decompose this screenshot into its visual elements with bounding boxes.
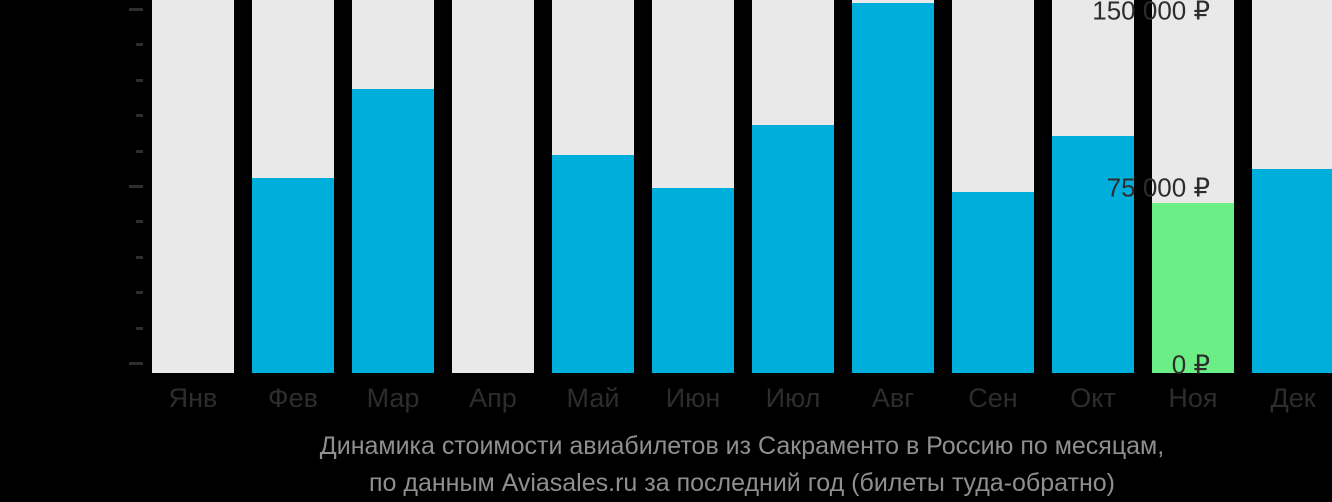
y-tick-minor xyxy=(136,255,143,259)
y-tick-minor xyxy=(136,326,143,330)
caption-line-2: по данным Aviasales.ru за последний год … xyxy=(369,469,1115,497)
bar xyxy=(752,124,834,373)
y-tick-minor xyxy=(136,291,143,295)
y-tick-major xyxy=(129,362,143,365)
y-tick-major xyxy=(129,185,143,188)
x-tick-label: Май xyxy=(566,383,620,413)
bar xyxy=(952,191,1034,373)
bar xyxy=(1252,169,1332,373)
x-tick-label: Авг xyxy=(871,383,915,413)
x-tick-label: Сен xyxy=(968,383,1018,413)
bar xyxy=(1052,136,1134,373)
y-tick-label: 150 000 ₽ xyxy=(1092,0,1210,26)
y-tick-major xyxy=(129,8,143,11)
bar xyxy=(352,89,434,373)
bar-placeholder xyxy=(452,0,534,373)
bar-highlight xyxy=(1152,202,1234,373)
bar xyxy=(852,3,934,373)
caption-line-1: Динамика стоимости авиабилетов из Сакрам… xyxy=(319,432,1165,460)
y-tick-minor xyxy=(136,149,143,153)
y-tick-label: 75 000 ₽ xyxy=(1106,172,1210,203)
x-tick-label: Мар xyxy=(366,383,420,413)
x-tick-label: Дек xyxy=(1270,383,1316,413)
bar-placeholder xyxy=(152,0,234,373)
y-tick-minor xyxy=(136,78,143,82)
y-tick-minor xyxy=(136,220,143,224)
x-tick-label: Ноя xyxy=(1168,383,1218,413)
y-tick-label: 0 ₽ xyxy=(1171,349,1210,380)
x-tick-label: Янв xyxy=(168,383,218,413)
x-tick-label: Июн xyxy=(665,383,721,413)
x-tick-label: Июл xyxy=(765,383,821,413)
x-tick-label: Фев xyxy=(268,383,318,413)
chart-caption: Динамика стоимости авиабилетов из Сакрам… xyxy=(152,428,1332,502)
x-tick-label: Окт xyxy=(1070,383,1116,413)
y-tick-minor xyxy=(136,43,143,47)
bar xyxy=(652,188,734,373)
bar xyxy=(552,155,634,373)
bar xyxy=(252,177,334,373)
x-tick-label: Апр xyxy=(469,383,517,413)
y-tick-minor xyxy=(136,114,143,118)
